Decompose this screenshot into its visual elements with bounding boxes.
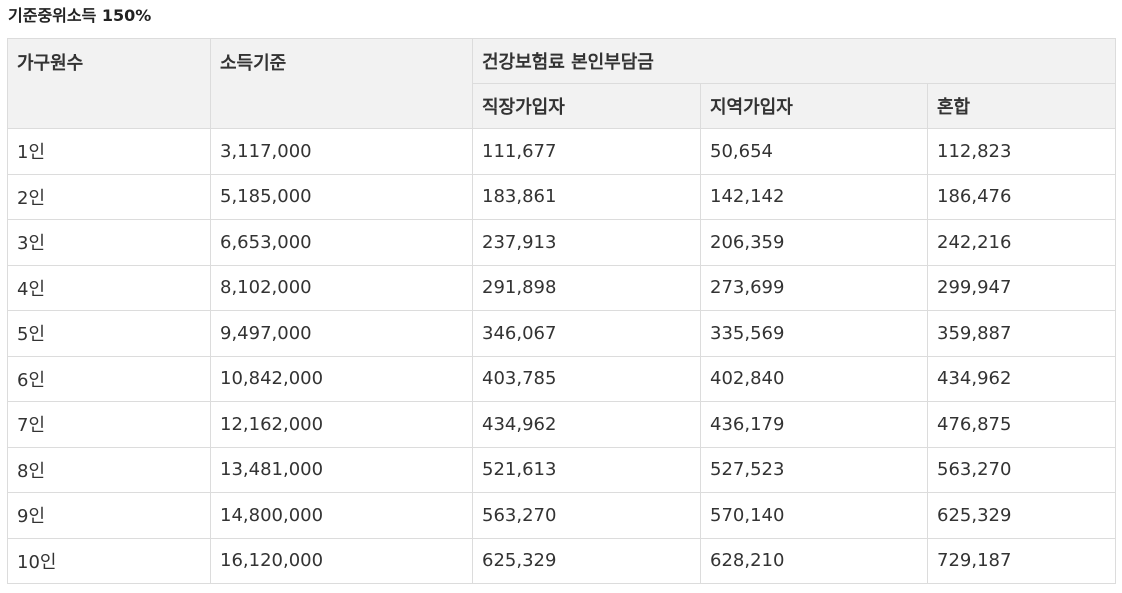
table-row: 7인 12,162,000 434,962 436,179 476,875 bbox=[7, 401, 1116, 448]
cell-mixed-premium: 434,962 bbox=[927, 355, 1116, 402]
header-regional-subscriber: 지역가입자 bbox=[700, 83, 928, 129]
table-row: 4인 8,102,000 291,898 273,699 299,947 bbox=[7, 264, 1116, 311]
table-row: 6인 10,842,000 403,785 402,840 434,962 bbox=[7, 355, 1116, 402]
income-premium-table: 가구원수 소득기준 건강보험료 본인부담금 직장가입자 지역가입자 혼합 1인 3… bbox=[7, 38, 1116, 584]
cell-mixed-premium: 112,823 bbox=[927, 128, 1116, 175]
header-subrow: 직장가입자 지역가입자 혼합 bbox=[8, 83, 1116, 129]
cell-income-standard: 3,117,000 bbox=[210, 128, 473, 175]
cell-employee-premium: 346,067 bbox=[472, 310, 701, 357]
cell-employee-premium: 111,677 bbox=[472, 128, 701, 175]
cell-employee-premium: 291,898 bbox=[472, 264, 701, 311]
cell-mixed-premium: 359,887 bbox=[927, 310, 1116, 357]
cell-regional-premium: 570,140 bbox=[700, 492, 928, 539]
cell-regional-premium: 527,523 bbox=[700, 446, 928, 493]
cell-household-size: 7인 bbox=[7, 401, 211, 448]
cell-mixed-premium: 729,187 bbox=[927, 537, 1116, 584]
table-row: 8인 13,481,000 521,613 527,523 563,270 bbox=[7, 446, 1116, 493]
cell-household-size: 5인 bbox=[7, 310, 211, 357]
cell-income-standard: 10,842,000 bbox=[210, 355, 473, 402]
header-row: 가구원수 소득기준 건강보험료 본인부담금 bbox=[7, 38, 1116, 129]
cell-employee-premium: 237,913 bbox=[472, 219, 701, 266]
cell-employee-premium: 403,785 bbox=[472, 355, 701, 402]
cell-mixed-premium: 242,216 bbox=[927, 219, 1116, 266]
cell-income-standard: 6,653,000 bbox=[210, 219, 473, 266]
table-body: 1인 3,117,000 111,677 50,654 112,823 2인 5,185,0… bbox=[7, 128, 1116, 584]
cell-regional-premium: 273,699 bbox=[700, 264, 928, 311]
cell-household-size: 9인 bbox=[7, 492, 211, 539]
table-row: 9인 14,800,000 563,270 570,140 625,329 bbox=[7, 492, 1116, 539]
cell-regional-premium: 436,179 bbox=[700, 401, 928, 448]
cell-mixed-premium: 476,875 bbox=[927, 401, 1116, 448]
cell-regional-premium: 402,840 bbox=[700, 355, 928, 402]
cell-household-size: 2인 bbox=[7, 173, 211, 220]
cell-regional-premium: 50,654 bbox=[700, 128, 928, 175]
cell-income-standard: 12,162,000 bbox=[210, 401, 473, 448]
cell-income-standard: 5,185,000 bbox=[210, 173, 473, 220]
cell-employee-premium: 521,613 bbox=[472, 446, 701, 493]
cell-income-standard: 16,120,000 bbox=[210, 537, 473, 584]
table-row: 5인 9,497,000 346,067 335,569 359,887 bbox=[7, 310, 1116, 357]
header-premium-group: 건강보험료 본인부담금 bbox=[472, 38, 1116, 84]
cell-mixed-premium: 186,476 bbox=[927, 173, 1116, 220]
cell-regional-premium: 142,142 bbox=[700, 173, 928, 220]
cell-household-size: 8인 bbox=[7, 446, 211, 493]
cell-regional-premium: 335,569 bbox=[700, 310, 928, 357]
header-employee-subscriber: 직장가입자 bbox=[472, 83, 701, 129]
header-income-standard: 소득기준 bbox=[210, 38, 473, 129]
cell-income-standard: 13,481,000 bbox=[210, 446, 473, 493]
cell-income-standard: 9,497,000 bbox=[210, 310, 473, 357]
header-household-size: 가구원수 bbox=[7, 38, 211, 129]
cell-mixed-premium: 625,329 bbox=[927, 492, 1116, 539]
table-caption: 기준중위소득 150% bbox=[8, 6, 152, 25]
cell-household-size: 1인 bbox=[7, 128, 211, 175]
table-row: 1인 3,117,000 111,677 50,654 112,823 bbox=[7, 128, 1116, 175]
cell-employee-premium: 183,861 bbox=[472, 173, 701, 220]
cell-mixed-premium: 563,270 bbox=[927, 446, 1116, 493]
cell-employee-premium: 434,962 bbox=[472, 401, 701, 448]
header-mixed: 혼합 bbox=[927, 83, 1116, 129]
table-row: 10인 16,120,000 625,329 628,210 729,187 bbox=[7, 537, 1116, 584]
cell-household-size: 6인 bbox=[7, 355, 211, 402]
table-header: 가구원수 소득기준 건강보험료 본인부담금 직장가입자 지역가입자 혼합 bbox=[7, 38, 1116, 129]
table-row: 3인 6,653,000 237,913 206,359 242,216 bbox=[7, 219, 1116, 266]
table-row: 2인 5,185,000 183,861 142,142 186,476 bbox=[7, 173, 1116, 220]
cell-regional-premium: 628,210 bbox=[700, 537, 928, 584]
cell-mixed-premium: 299,947 bbox=[927, 264, 1116, 311]
cell-household-size: 4인 bbox=[7, 264, 211, 311]
cell-employee-premium: 625,329 bbox=[472, 537, 701, 584]
cell-income-standard: 8,102,000 bbox=[210, 264, 473, 311]
cell-regional-premium: 206,359 bbox=[700, 219, 928, 266]
cell-income-standard: 14,800,000 bbox=[210, 492, 473, 539]
cell-household-size: 3인 bbox=[7, 219, 211, 266]
cell-household-size: 10인 bbox=[7, 537, 211, 584]
cell-employee-premium: 563,270 bbox=[472, 492, 701, 539]
